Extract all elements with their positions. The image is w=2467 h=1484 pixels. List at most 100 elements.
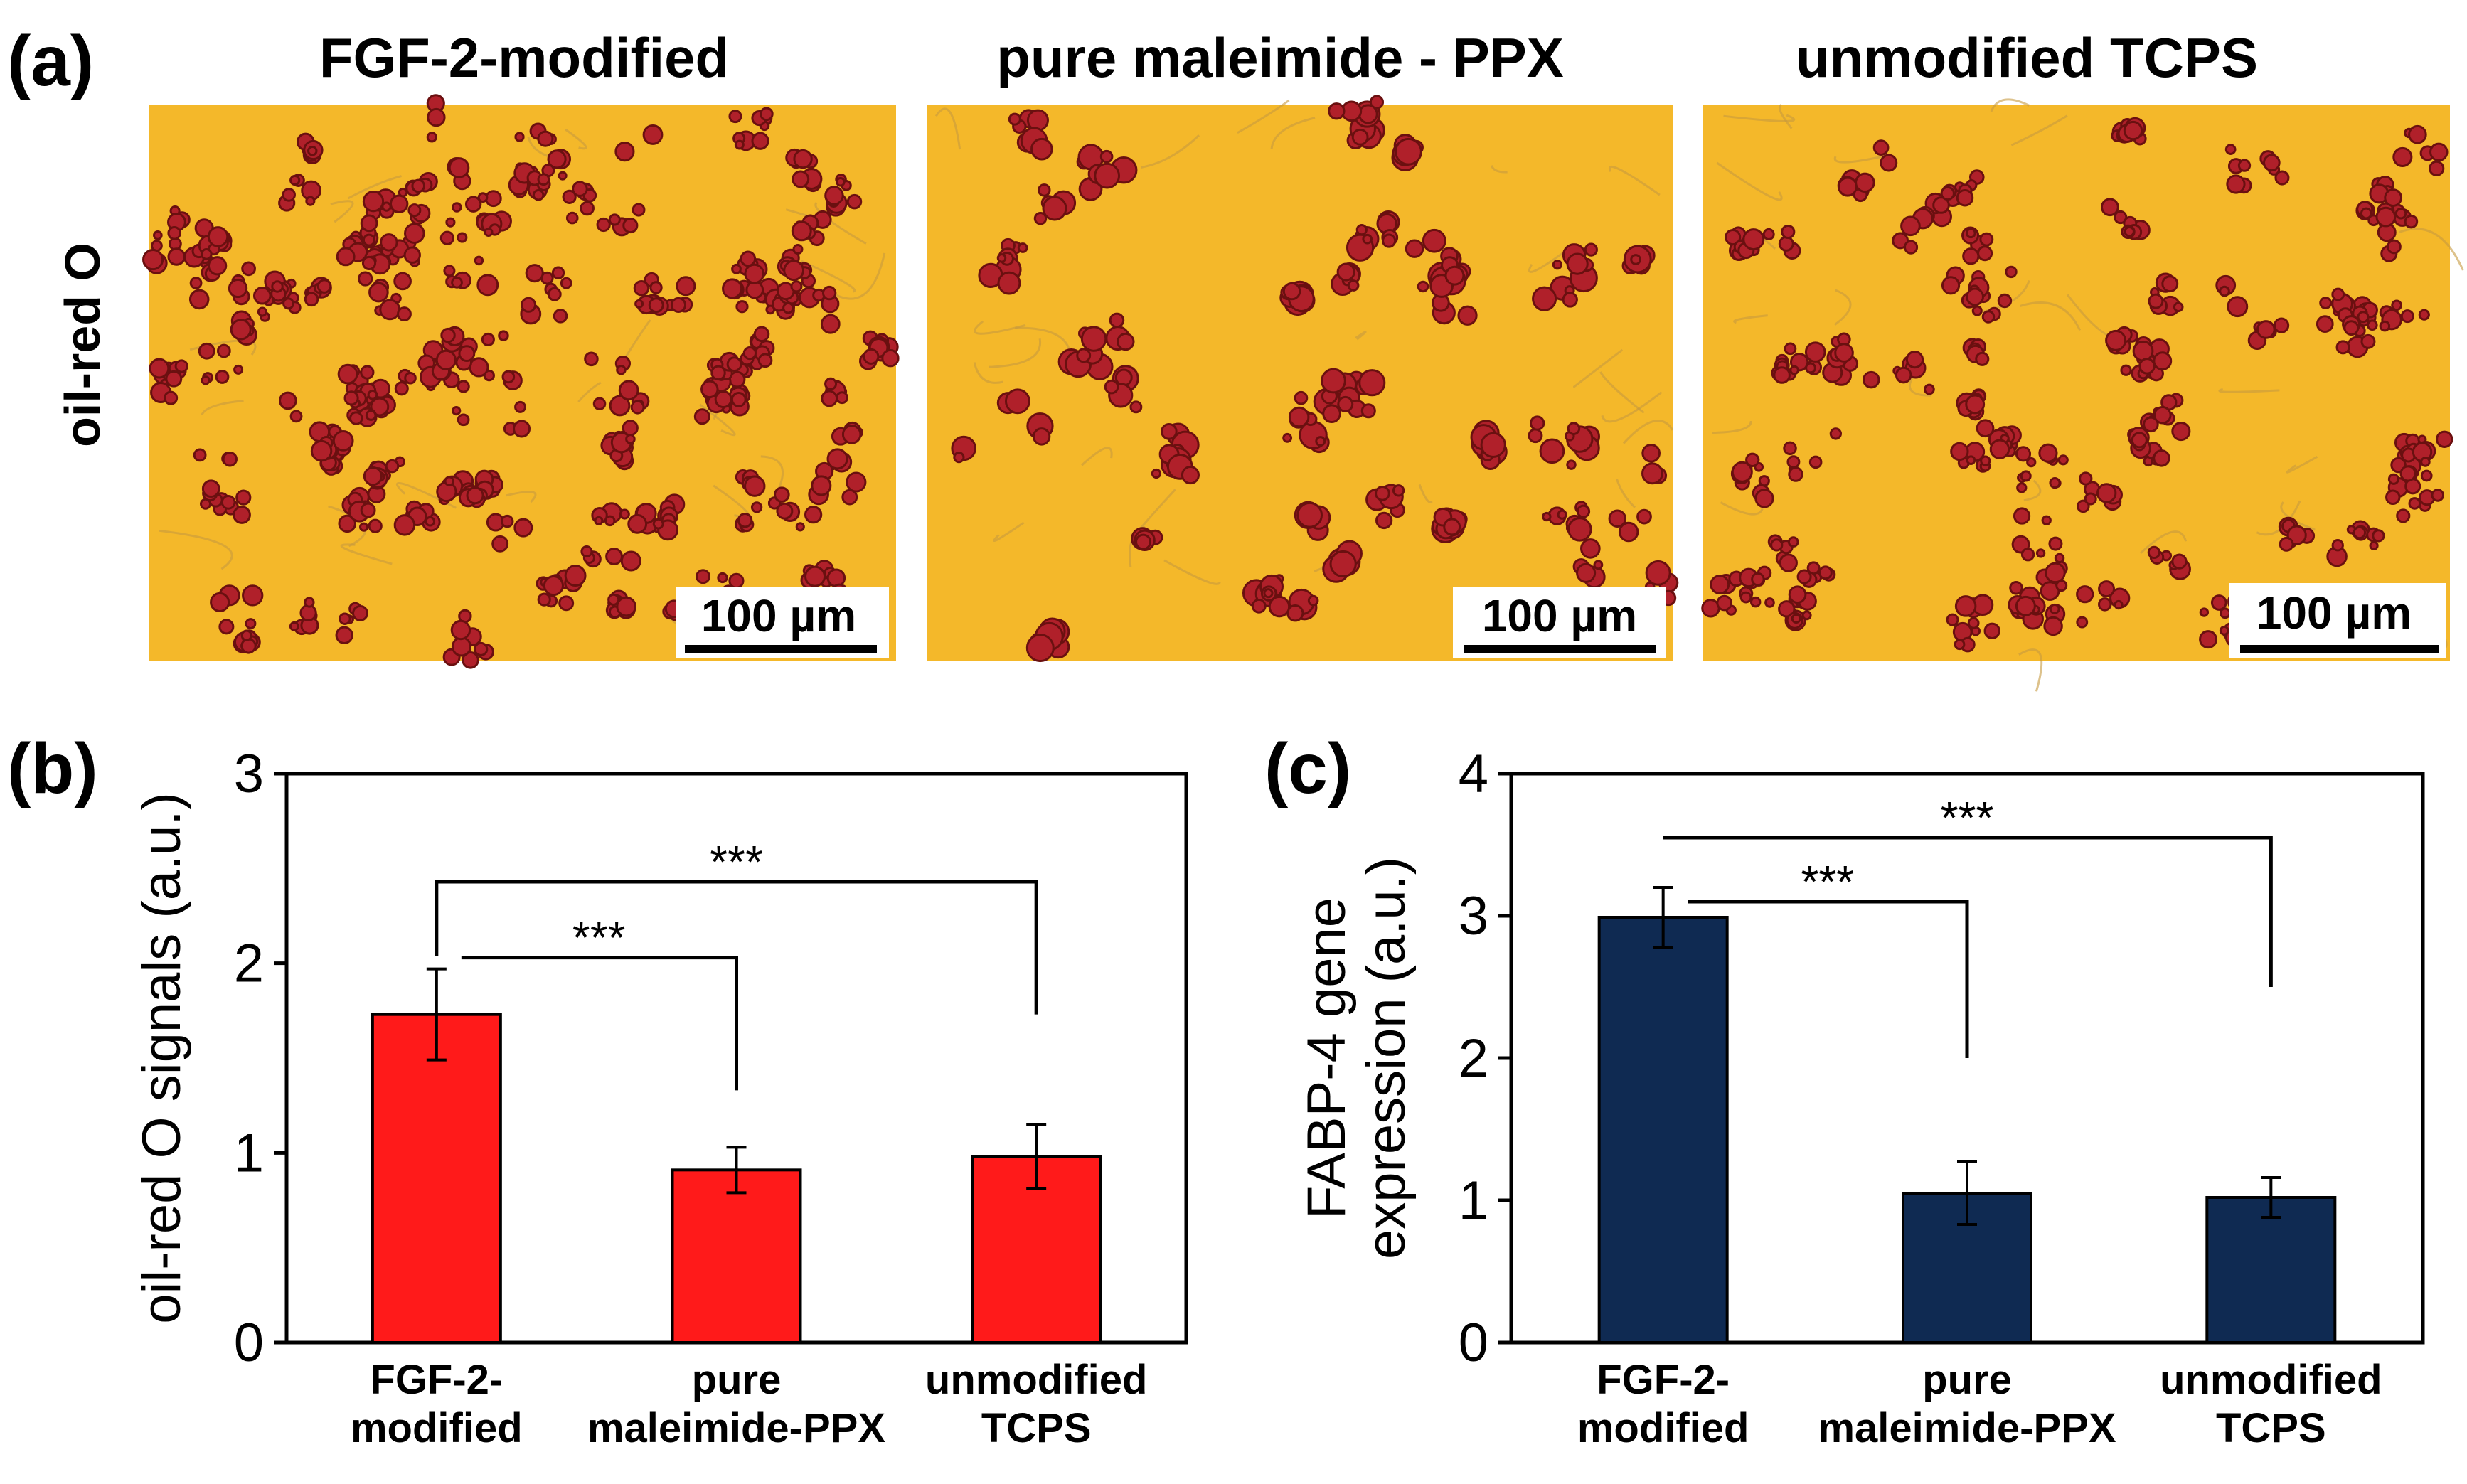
lipid-droplet <box>1008 112 1021 126</box>
lipid-droplet <box>1444 265 1465 286</box>
lipid-droplet <box>1895 366 1912 384</box>
lipid-droplet <box>525 264 544 283</box>
lipid-droplet <box>572 181 588 197</box>
lipid-droplet <box>1282 432 1293 443</box>
lipid-droplet <box>370 397 390 417</box>
scale-bar-label: 100 µm <box>701 590 856 641</box>
membrane-trace <box>1616 479 1636 508</box>
lipid-droplet <box>2436 430 2453 448</box>
lipid-droplet <box>1751 572 1765 587</box>
lipid-droplet <box>1135 533 1152 550</box>
y-tick-label: 1 <box>1459 1170 1488 1231</box>
lipid-droplet <box>358 271 373 287</box>
lipid-droplet <box>1855 172 1875 193</box>
lipid-droplet <box>863 348 880 365</box>
membrane-trace <box>1733 314 1768 324</box>
lipid-droplet <box>462 651 479 669</box>
lipid-droplet <box>783 260 805 282</box>
lipid-droplet <box>362 191 385 213</box>
lipid-droplet <box>2237 159 2252 172</box>
y-axis-label: oil-red O signals (a.u.) <box>132 792 192 1324</box>
lipid-droplet <box>820 314 841 334</box>
lipid-droplet <box>164 390 179 405</box>
membrane-trace <box>1712 420 1752 434</box>
lipid-droplet <box>696 569 711 584</box>
lipid-droplet <box>337 363 358 385</box>
lipid-droplet <box>1983 622 2000 639</box>
lipid-droplet <box>2210 594 2227 611</box>
lipid-droplet <box>1739 591 1752 604</box>
lipid-droplet <box>242 584 264 607</box>
y-tick-label: 1 <box>234 1123 264 1183</box>
lipid-droplet <box>174 359 188 373</box>
lipid-droplet <box>1779 553 1798 572</box>
micrograph-maleimide: 100 µm <box>927 95 1679 663</box>
lipid-droplet <box>1980 455 1991 466</box>
lipid-droplet <box>824 186 844 205</box>
lipid-droplet <box>439 230 455 245</box>
lipid-droplet <box>1355 223 1368 236</box>
lipid-droplet <box>2016 482 2028 493</box>
lipid-droplet <box>1580 538 1601 559</box>
lipid-droplet <box>592 397 607 411</box>
membrane-trace <box>993 521 1025 542</box>
membrane-trace <box>1990 98 2030 112</box>
membrane-trace <box>1720 501 1764 516</box>
lipid-droplet <box>1989 439 2010 459</box>
lipid-droplet <box>245 618 257 630</box>
lipid-droplet <box>427 107 446 127</box>
lipid-droplet <box>1080 326 1107 352</box>
lipid-droplet <box>222 452 238 467</box>
membrane-trace <box>1528 252 1563 273</box>
lipid-droplet <box>2429 160 2445 176</box>
membrane-trace <box>1140 134 1200 169</box>
image-title-2: pure maleimide - PPX <box>996 26 1564 89</box>
lipid-droplet <box>735 300 749 314</box>
lipid-droplet <box>2038 443 2058 463</box>
x-tick-label: pure <box>1922 1357 2012 1403</box>
lipid-droplet <box>580 545 593 558</box>
lipid-droplet <box>1903 240 1919 255</box>
lipid-droplet <box>228 278 248 299</box>
lipid-droplet <box>1791 613 1801 624</box>
lipid-droplet <box>1567 422 1581 435</box>
lipid-droplet <box>1369 95 1385 110</box>
lipid-droplet <box>1749 596 1762 608</box>
lipid-droplet <box>996 253 1007 263</box>
membrane-trace <box>1622 420 1674 444</box>
membrane-trace <box>506 491 537 503</box>
lipid-droplet <box>2387 473 2400 485</box>
lipid-droplet <box>230 319 252 341</box>
membrane-trace <box>1163 559 1221 585</box>
lipid-droplet <box>2385 489 2401 506</box>
lipid-droplet <box>1862 370 1880 389</box>
lipid-droplet <box>790 280 803 293</box>
lipid-droplet <box>558 171 568 181</box>
lipid-droplet <box>1362 233 1373 245</box>
lipid-droplet <box>142 248 164 271</box>
lipid-droplet <box>734 139 745 150</box>
lipid-droplet <box>501 370 516 384</box>
membrane-trace <box>1355 331 1367 341</box>
lipid-droplet <box>2357 311 2370 324</box>
scale-bar <box>2240 645 2439 653</box>
lipid-droplet <box>1360 403 1376 419</box>
lipid-droplet <box>2331 287 2345 301</box>
lipid-droplet <box>368 518 383 533</box>
lipid-droplet <box>359 522 369 532</box>
lipid-droplet <box>826 448 848 470</box>
lipid-droplet <box>466 486 484 505</box>
lipid-droplet <box>2077 499 2090 513</box>
lipid-droplet <box>1762 228 1775 240</box>
x-tick-label: modified <box>351 1405 523 1451</box>
lipid-droplet <box>652 518 664 530</box>
micrograph-fgf2: 100 µm <box>142 94 900 669</box>
lipid-droplet <box>824 377 838 390</box>
lipid-droplet <box>605 548 623 565</box>
lipid-droplet <box>744 263 765 284</box>
membrane-trace <box>1490 165 1508 174</box>
lipid-droplet <box>1764 597 1775 608</box>
lipid-droplet <box>1025 634 1055 663</box>
lipid-droplet <box>1328 102 1346 120</box>
lipid-droplet <box>200 248 213 260</box>
